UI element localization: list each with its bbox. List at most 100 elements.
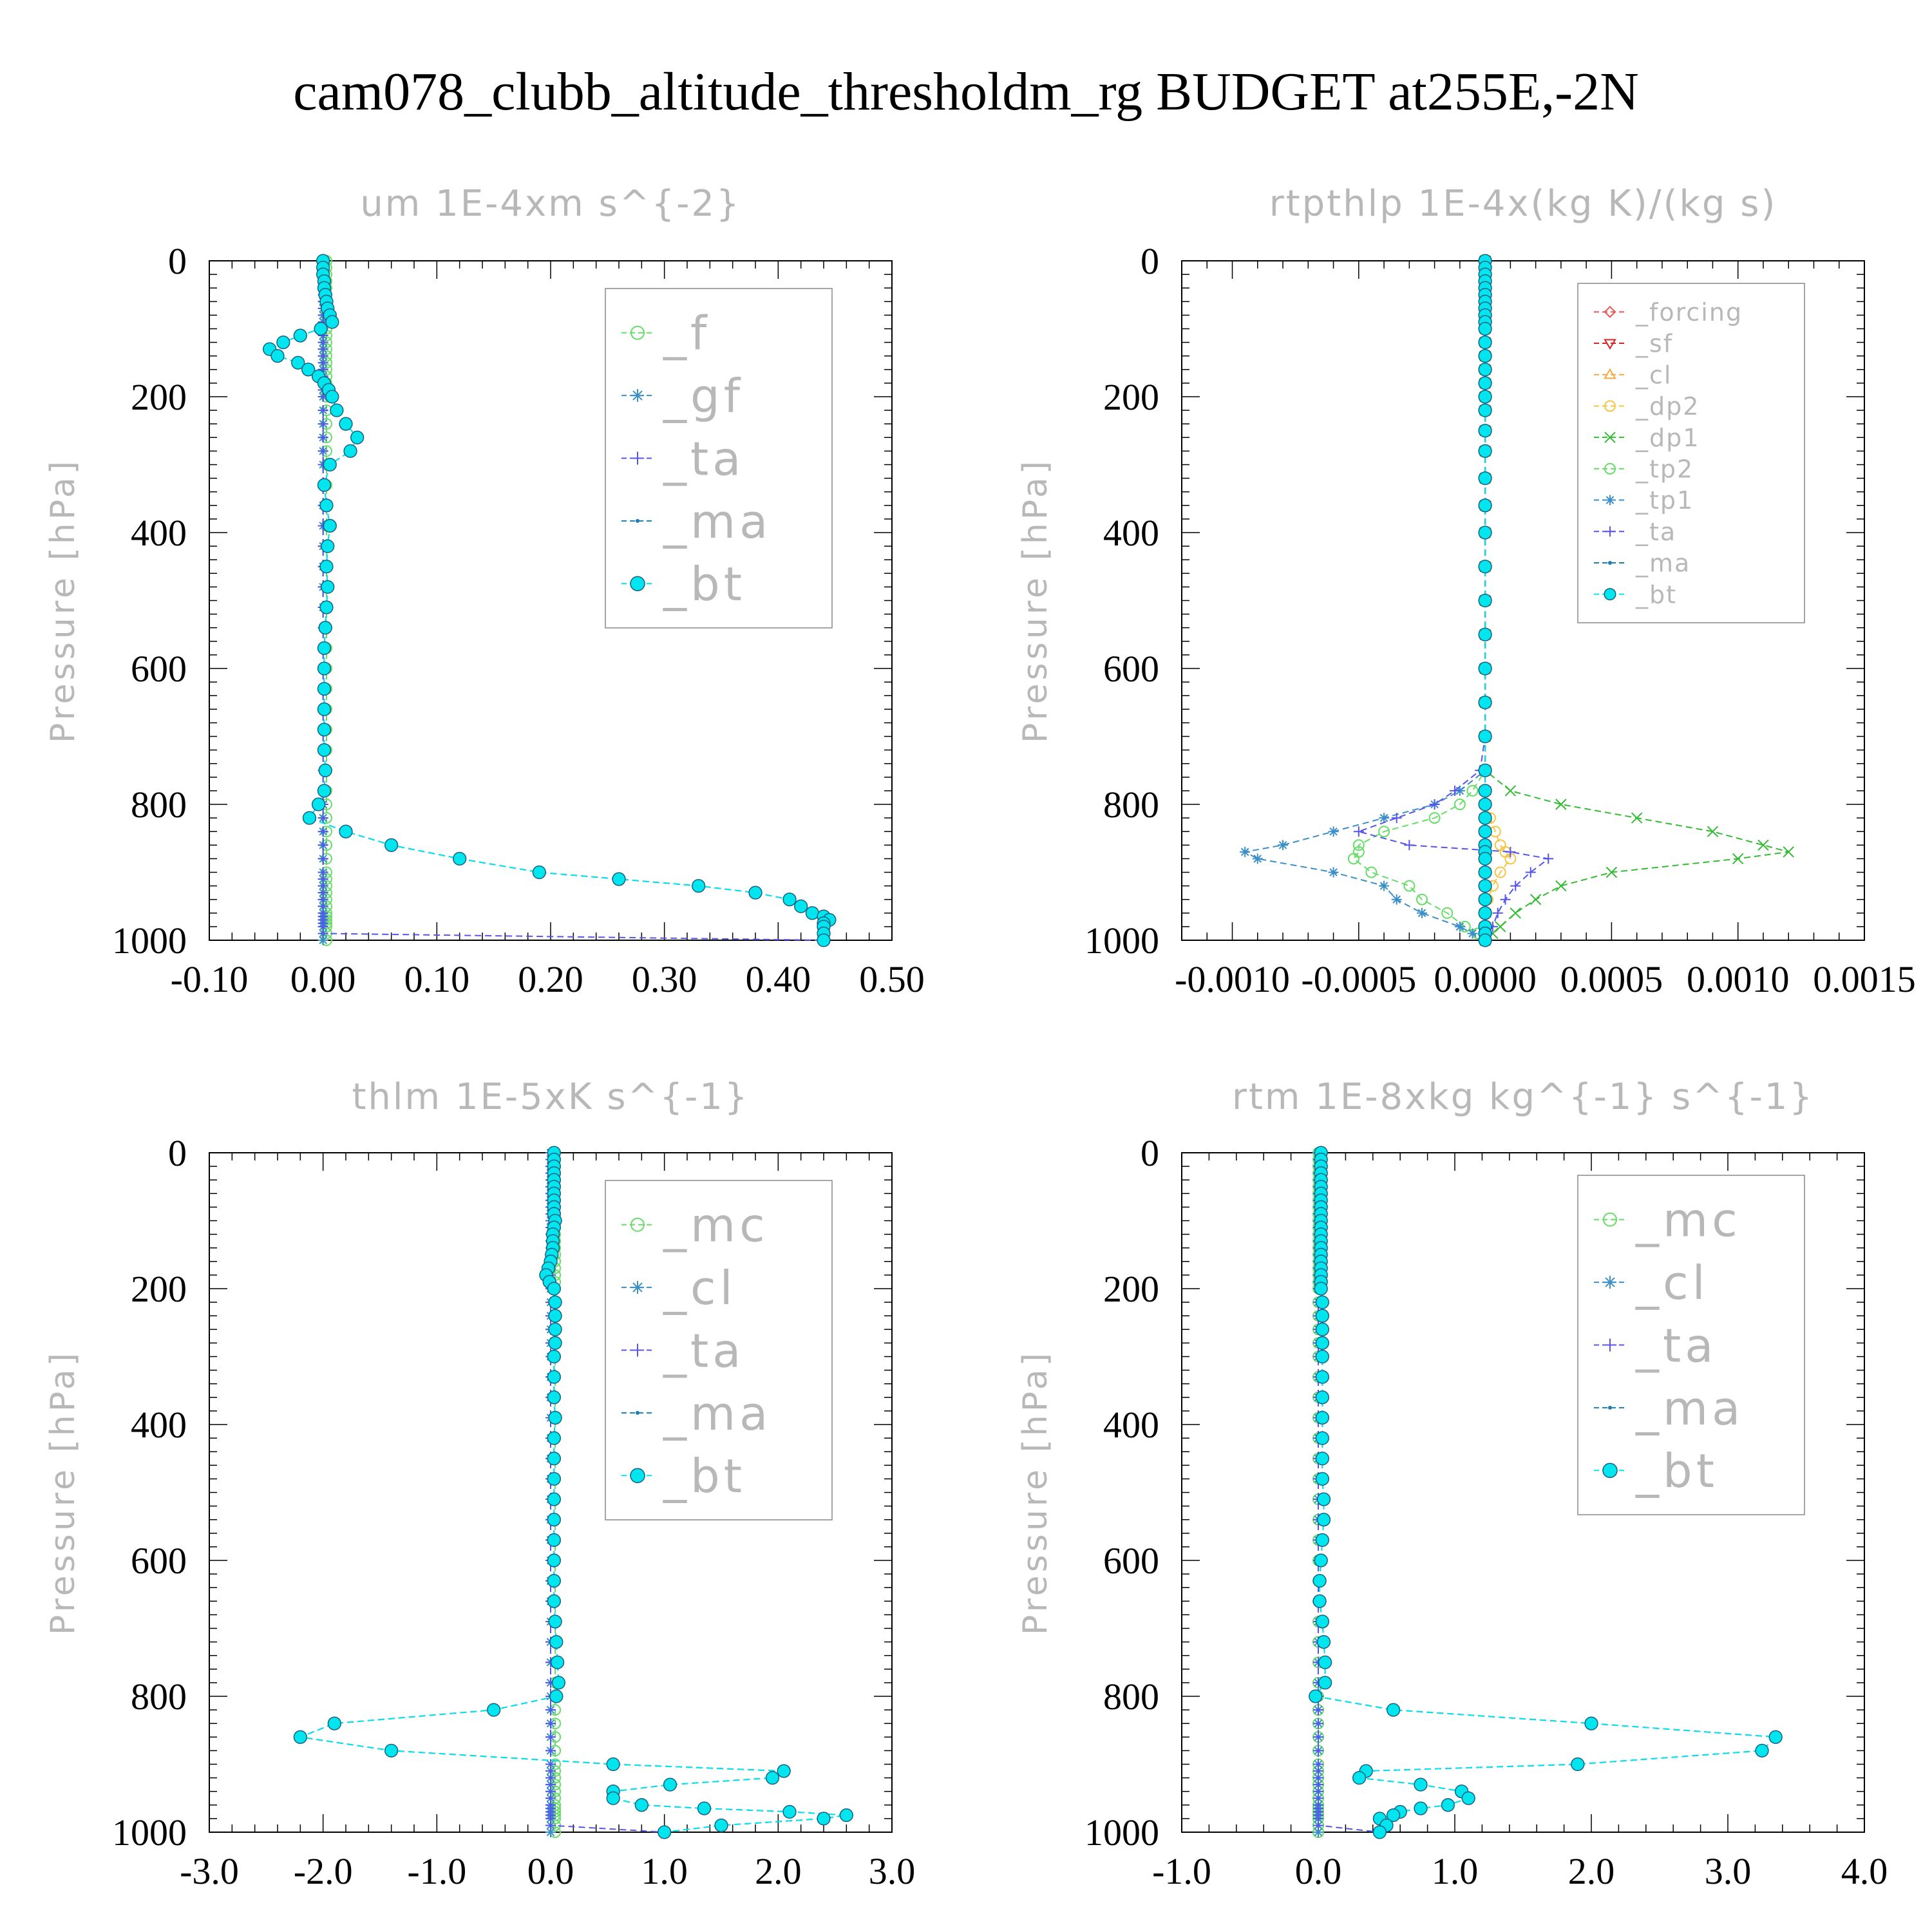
data-point: [805, 906, 819, 920]
legend-marker: [631, 1281, 644, 1294]
legend-label: _ma: [1635, 549, 1690, 578]
series-line: [1243, 261, 1486, 941]
data-point: [547, 1472, 561, 1486]
legend-marker: [1604, 339, 1616, 350]
data-point: [302, 811, 317, 825]
x-tick-label: 0.0005: [1560, 958, 1663, 1000]
data-point: [1441, 1798, 1455, 1812]
data-point: [1314, 1282, 1328, 1296]
data-point: [339, 824, 353, 838]
data-point: [1478, 376, 1492, 390]
data-point: [549, 1689, 564, 1703]
data-point: [1315, 1349, 1330, 1364]
data-point: [1278, 840, 1289, 851]
legend-label: _tp2: [1635, 455, 1694, 484]
legend-marker: [630, 325, 645, 340]
data-point: [317, 405, 328, 416]
data-point: [551, 1676, 566, 1690]
series-tp2: [1347, 255, 1492, 946]
legend-label: _forcing: [1635, 298, 1743, 327]
legend-label: _tp1: [1635, 486, 1694, 515]
data-point: [1494, 866, 1506, 878]
data-point: [327, 1716, 341, 1730]
data-point: [350, 430, 365, 444]
panel-title: um 1E-4xm s^{-2}: [360, 183, 741, 225]
y-tick-label: 600: [131, 648, 187, 690]
panel-title: thlm 1E-5xK s^{-1}: [352, 1076, 749, 1118]
data-point: [384, 1743, 399, 1758]
data-point: [291, 355, 305, 370]
data-point: [1478, 627, 1492, 641]
data-point: [318, 763, 332, 777]
data-point: [1316, 1513, 1331, 1527]
data-point: [794, 899, 808, 913]
data-point: [1605, 866, 1618, 878]
data-point: [317, 419, 328, 430]
data-point: [1755, 1743, 1769, 1758]
data-point: [1315, 1431, 1330, 1445]
data-point: [1315, 1390, 1330, 1405]
data-point: [1414, 1777, 1428, 1792]
data-point: [1500, 894, 1511, 905]
data-point: [547, 1553, 561, 1567]
data-point: [1313, 1820, 1323, 1831]
legend-marker: [1603, 1212, 1617, 1227]
data-point: [317, 682, 332, 696]
y-tick-label: 400: [131, 1404, 187, 1446]
legend-label: _cl: [663, 1261, 737, 1315]
legend-box: [1577, 283, 1805, 623]
data-point: [317, 784, 332, 798]
data-point: [547, 1574, 561, 1588]
data-point: [1478, 593, 1492, 608]
x-tick-label: 1.0: [641, 1850, 688, 1892]
x-tick-label: -0.0005: [1301, 958, 1416, 1000]
y-tick-label: 0: [168, 240, 187, 282]
data-point: [311, 797, 326, 811]
data-point: [384, 838, 399, 852]
x-tick-label: 4.0: [1841, 1850, 1888, 1892]
data-point: [330, 403, 344, 417]
x-tick-label: -2.0: [294, 1850, 353, 1892]
legend-marker: [1605, 526, 1615, 537]
legend-marker: [1602, 1463, 1618, 1479]
x-tick-label: 2.0: [755, 1850, 802, 1892]
legend-label: _bt: [1635, 580, 1677, 609]
data-point: [1309, 1689, 1323, 1703]
series-bt: [293, 1146, 853, 1839]
y-tick-label: 1000: [112, 920, 187, 961]
data-point: [532, 865, 546, 880]
data-point: [1478, 498, 1492, 513]
data-point: [1478, 784, 1492, 798]
data-point: [1555, 880, 1567, 892]
x-tick-label: -0.10: [171, 958, 249, 1000]
data-point: [317, 432, 328, 443]
y-tick-label: 200: [1103, 1268, 1159, 1310]
data-point: [782, 1804, 797, 1819]
chart-panel-4: rtm 1E-8xkg kg^{-1} s^{-1} Pressure [hPa]…: [1016, 1076, 1888, 1892]
data-point: [1318, 1655, 1332, 1669]
data-point: [293, 1730, 307, 1744]
y-tick-label: 200: [131, 1268, 187, 1310]
legend-label: _mc: [1635, 1193, 1741, 1247]
data-point: [547, 1390, 561, 1405]
data-point: [1478, 560, 1492, 574]
series-bt: [1478, 254, 1492, 947]
data-point: [697, 1801, 712, 1815]
data-point: [1441, 907, 1454, 919]
x-tick-label: -3.0: [180, 1850, 239, 1892]
data-point: [293, 328, 307, 343]
data-point: [1478, 349, 1492, 363]
data-point: [547, 1282, 561, 1296]
data-point: [1318, 1676, 1332, 1690]
data-point: [782, 893, 797, 907]
data-point: [550, 1655, 565, 1669]
data-point: [549, 1634, 564, 1649]
data-point: [606, 1757, 620, 1772]
data-point: [317, 723, 332, 737]
data-point: [545, 1718, 556, 1729]
data-point: [1315, 1336, 1330, 1350]
y-axis-label: Pressure [hPa]: [1016, 1350, 1055, 1635]
data-point: [547, 1349, 561, 1364]
data-point: [1352, 839, 1365, 851]
